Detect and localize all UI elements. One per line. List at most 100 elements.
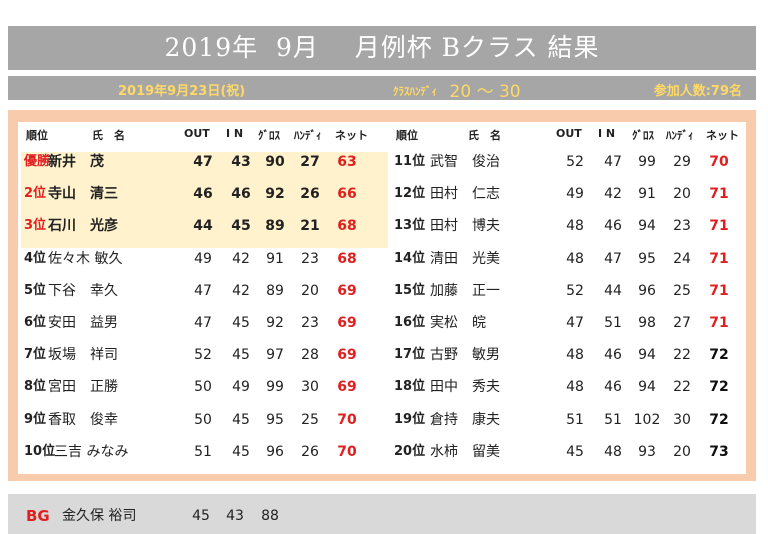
name-cell: 石川 光彦 [48,218,118,235]
net-cell: 69 [337,347,357,364]
table-row: 19位 倉持 康夫 51 51 102 30 72 [18,404,746,436]
table-row: 6位 安田 益男 47 45 92 23 69 [18,307,746,339]
header-in: I N [598,127,616,140]
out-cell: 49 [566,186,584,203]
in-cell: 42 [604,186,622,203]
handi-cell: 23 [673,218,691,235]
handi-cell: 20 [301,282,319,299]
gross-cell: 91 [266,250,284,267]
top3-highlight [21,152,388,248]
handicap-range: 20 ～ 30 [449,82,521,102]
handi-cell: 29 [673,154,691,170]
rank-cell: 14位 [394,250,426,266]
gross-cell: 99 [266,379,284,396]
handi-cell: 26 [301,443,319,460]
out-cell: 48 [566,250,584,267]
net-cell: 72 [709,411,729,428]
handi-cell: 20 [673,443,691,460]
rank-cell: 5位 [24,282,47,298]
name-cell: 水柿 留美 [430,443,500,460]
net-cell: 70 [337,443,357,460]
bg-name: 金久保 裕司 [62,508,137,524]
gross-cell: 102 [633,411,661,428]
rank-cell: 18位 [394,379,426,395]
rank-cell: 13位 [394,218,426,234]
rank-cell: 10位 [24,443,56,459]
net-cell: 69 [337,282,357,299]
rank-cell: 3位 [24,218,47,234]
out-cell: 47 [194,315,212,331]
net-cell: 69 [337,379,357,396]
rank-cell: 11位 [394,154,426,169]
handi-cell: 22 [673,379,691,396]
gross-cell: 95 [266,411,284,428]
gross-cell: 95 [638,250,656,267]
bg-label: BG [26,507,50,525]
name-cell: 下谷 幸久 [48,282,118,299]
in-cell: 46 [604,379,622,396]
bg-gross: 88 [261,508,279,524]
net-cell: 71 [709,282,729,299]
name-cell: 田村 博夫 [430,218,500,235]
rank-cell: 9位 [24,411,47,427]
table-row: 4位 佐々木 敏久 49 42 91 23 68 [18,243,746,275]
net-cell: 71 [709,186,729,203]
in-cell: 45 [231,218,251,235]
in-cell: 43 [231,154,251,170]
net-cell: 72 [709,379,729,396]
bg-in: 43 [226,508,244,524]
header-name: 氏 名 [92,129,125,142]
handi-cell: 21 [300,218,320,235]
name-cell: 古野 敏男 [430,347,500,364]
rank-cell: 20位 [394,443,426,459]
header-gross: ｸﾞﾛｽ [258,129,280,142]
header-net: ネット [335,129,368,142]
in-cell: 46 [604,218,622,235]
gross-cell: 92 [266,315,284,331]
rank-cell: 17位 [394,347,426,363]
net-cell: 68 [337,218,357,235]
rank-cell: 優勝 [24,154,51,169]
out-cell: 47 [566,315,584,331]
rank-cell: 7位 [24,347,47,363]
table-row: 10位 三吉 みなみ 51 45 96 26 70 [18,436,746,468]
table-row: 3位 石川 光彦 44 45 89 21 68 [18,210,746,242]
title-event: 月例杯 Bクラス 結果 [354,33,600,62]
title-year: 2019年 [164,33,259,62]
name-cell: 新井 茂 [48,154,104,170]
in-cell: 42 [232,282,250,299]
rank-cell: 15位 [394,282,426,298]
table-row: 2位 寺山 清三 46 46 92 26 66 [18,178,746,210]
name-cell: 坂場 祥司 [48,347,118,364]
table-row: 20位 水柿 留美 45 48 93 20 73 [18,436,746,468]
in-cell: 45 [232,315,250,331]
out-cell: 44 [193,218,213,235]
in-cell: 51 [604,315,622,331]
out-cell: 51 [566,411,584,428]
header-rank: 順位 [26,129,48,142]
name-cell: 寺山 清三 [48,186,118,203]
name-cell: 倉持 康夫 [430,411,500,428]
net-cell: 68 [337,250,357,267]
rank-cell: 6位 [24,315,47,330]
out-cell: 51 [194,443,212,460]
event-date: 2019年9月23日(祝) [118,84,246,99]
gross-cell: 94 [638,379,656,396]
header-net: ネット [706,129,739,142]
gross-cell: 94 [638,347,656,364]
rank-cell: 12位 [394,186,426,202]
name-cell: 田中 秀夫 [430,379,500,396]
out-cell: 49 [194,250,212,267]
name-cell: 武智 俊治 [430,154,500,170]
header-out: OUT [556,127,582,140]
handi-cell: 24 [673,250,691,267]
out-cell: 52 [566,282,584,299]
handicap-label: ｸﾗｽﾊﾝﾃﾞｨ [393,85,437,98]
out-cell: 50 [194,411,212,428]
participant-count: 参加人数:79名 [653,84,742,99]
table-header-left: 順位 氏 名 OUT I N ｸﾞﾛｽ ﾊﾝﾃﾞｨ ネット 順位 氏 名 OUT… [18,127,746,145]
in-cell: 44 [604,282,622,299]
in-cell: 47 [604,154,622,170]
gross-cell: 99 [638,154,656,170]
name-cell: 三吉 みなみ [54,443,129,460]
